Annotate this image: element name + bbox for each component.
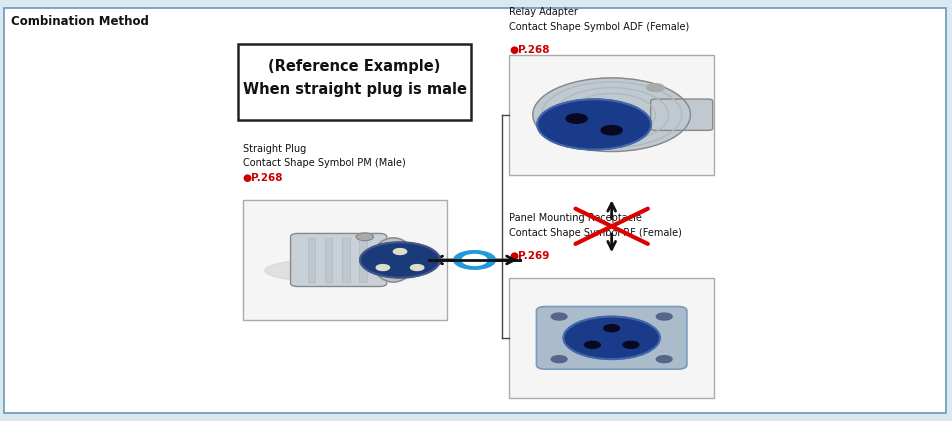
Circle shape	[656, 313, 672, 320]
Text: ●P.269: ●P.269	[509, 251, 549, 261]
Circle shape	[462, 254, 486, 266]
FancyBboxPatch shape	[359, 238, 367, 282]
Circle shape	[376, 265, 389, 271]
Text: Straight Plug: Straight Plug	[243, 144, 306, 154]
Circle shape	[623, 341, 639, 348]
Text: ●P.268: ●P.268	[243, 173, 284, 183]
Text: Contact Shape Symbol RF (Female): Contact Shape Symbol RF (Female)	[509, 228, 683, 238]
Circle shape	[564, 317, 660, 359]
Text: Relay Adapter: Relay Adapter	[509, 7, 578, 17]
Circle shape	[601, 125, 623, 135]
Circle shape	[551, 313, 567, 320]
Circle shape	[393, 248, 407, 254]
Ellipse shape	[533, 78, 690, 152]
Text: ●P.268: ●P.268	[509, 45, 550, 55]
Circle shape	[537, 99, 651, 149]
Circle shape	[453, 251, 495, 269]
Circle shape	[551, 356, 567, 362]
FancyBboxPatch shape	[537, 306, 687, 369]
Circle shape	[604, 325, 620, 332]
Circle shape	[585, 341, 601, 348]
FancyBboxPatch shape	[4, 8, 946, 413]
Text: Combination Method: Combination Method	[11, 15, 149, 28]
Circle shape	[656, 356, 672, 362]
FancyBboxPatch shape	[290, 233, 387, 287]
FancyBboxPatch shape	[243, 200, 447, 320]
FancyBboxPatch shape	[307, 238, 315, 282]
Circle shape	[566, 114, 587, 123]
Text: Contact Shape Symbol PM (Male): Contact Shape Symbol PM (Male)	[243, 158, 406, 168]
Ellipse shape	[265, 258, 426, 283]
FancyBboxPatch shape	[238, 44, 471, 120]
FancyBboxPatch shape	[509, 55, 714, 175]
FancyBboxPatch shape	[509, 278, 714, 398]
FancyBboxPatch shape	[325, 238, 332, 282]
Text: (Reference Example)
When straight plug is male: (Reference Example) When straight plug i…	[243, 59, 466, 97]
FancyBboxPatch shape	[651, 99, 713, 131]
FancyBboxPatch shape	[342, 238, 349, 282]
Circle shape	[356, 233, 373, 241]
Text: Contact Shape Symbol ADF (Female): Contact Shape Symbol ADF (Female)	[509, 21, 689, 32]
Circle shape	[360, 242, 440, 278]
Text: Panel Mounting Receptacle: Panel Mounting Receptacle	[509, 213, 643, 223]
Ellipse shape	[372, 238, 415, 282]
Circle shape	[410, 265, 424, 271]
Circle shape	[646, 84, 664, 91]
